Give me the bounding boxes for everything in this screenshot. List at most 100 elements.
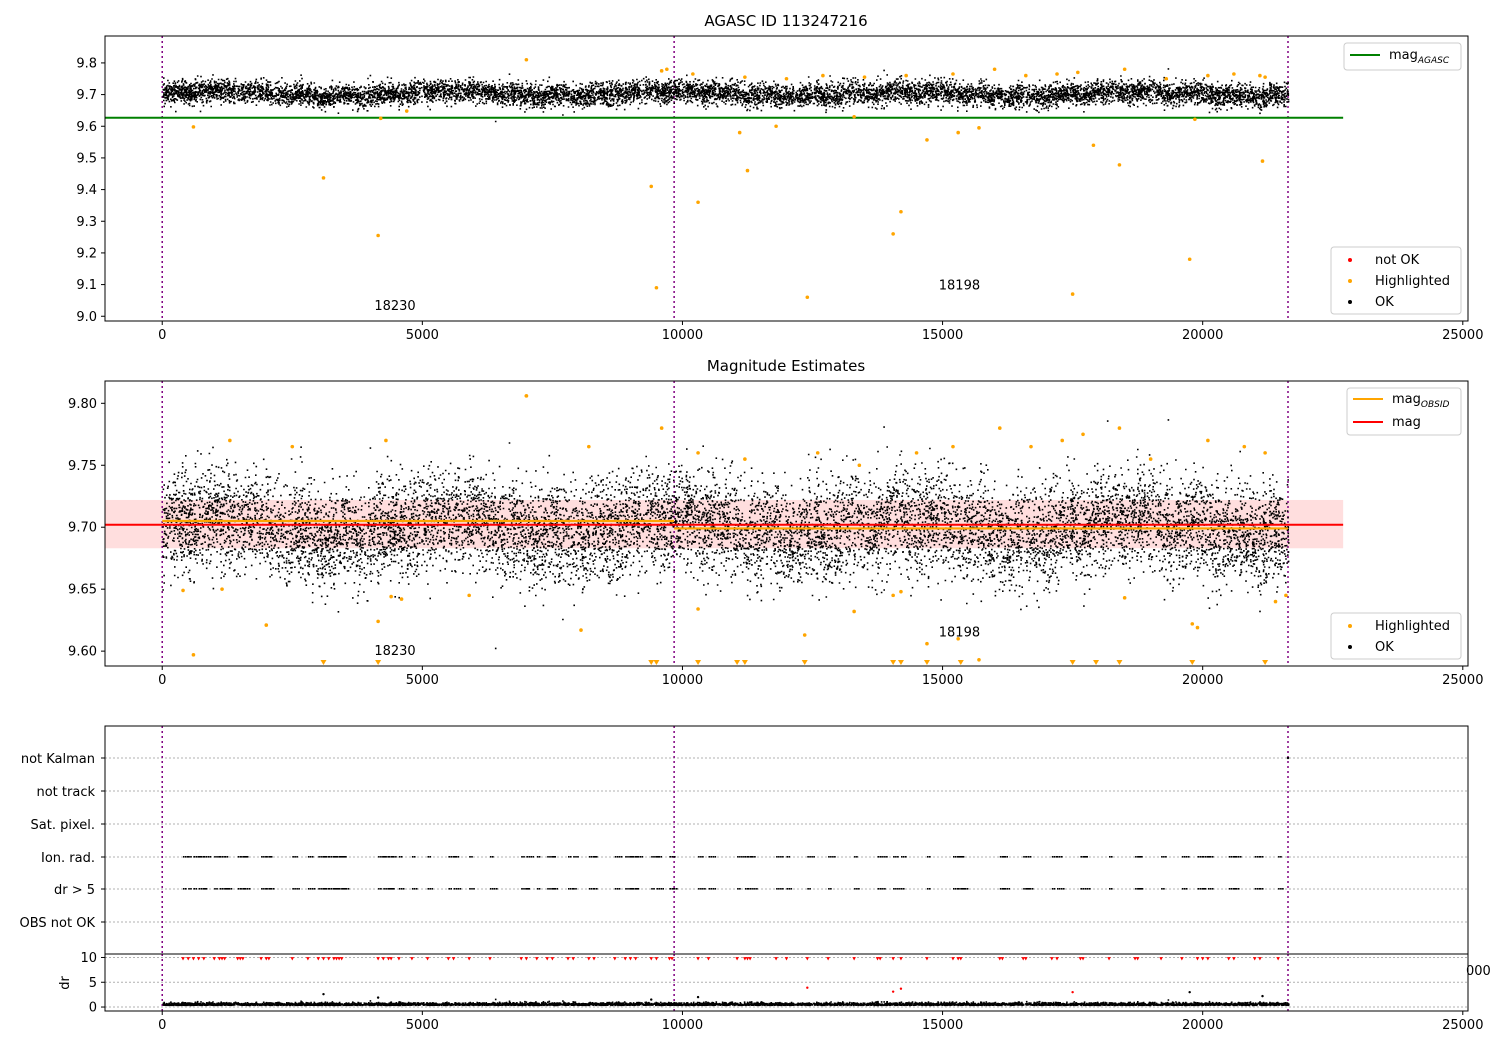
p1-highlighted-point [1260,159,1265,163]
p2-highlighted-point [587,444,591,449]
p2-highlighted-point [857,463,862,468]
p1-highlighted-point [891,232,895,236]
p3-dr-clipped-marker [784,957,789,961]
p3-dr-not-ok-point [1071,990,1074,994]
p3-dr-frame [104,953,1469,1012]
p1-ytick-label: 9.2 [76,246,97,261]
p3-dr-clipped-marker [534,957,539,961]
p2-highlighted-point [389,594,393,599]
p1-xtick-label: 5000 [406,328,439,343]
p2-highlighted-point [1081,432,1085,437]
p3-dr-clipped-marker [566,957,570,961]
p3-dr-clipped-marker [524,957,529,961]
p2-clipped-marker [1189,660,1196,665]
p3-dr-clipped-marker [196,957,201,961]
p3-category-label: not Kalman [21,752,95,767]
panel2-plot-area: 18230 18198 0 5000 10000 15000 20000 25000 9.60 9… [68,380,1483,688]
p1-highlighted-point [1232,72,1236,76]
p2-clipped-marker [1069,660,1076,665]
p3-dr-clipped-marker [1195,957,1200,961]
p3-dr-clipped-marker [321,957,326,961]
p3-dr-clipped-marker [633,957,638,961]
p2-clipped-marker [1116,660,1123,665]
p3-dr-clipped-marker [235,957,240,961]
p3-dr-clipped-marker [654,957,659,961]
p3-dr-clipped-marker [1021,957,1026,961]
legend-label-mag-obsid: magOBSID [1392,392,1450,410]
p1-highlighted-point [1263,75,1267,79]
p3-category-label: Ion. rad. [41,851,95,866]
stray-tick-label: 000 [1466,964,1491,979]
p3-dr-clipped-marker [951,957,955,961]
p3-dr-clipped-marker [316,957,321,961]
p3-dr-clipped-marker [488,957,492,961]
p1-highlighted-point [821,73,825,78]
p3-dr-clipped-marker [181,957,185,961]
p1-highlighted-point [659,69,664,73]
legend-label-not-ok: not OK [1375,253,1420,268]
p3-dr-clipped-marker [386,957,391,961]
p3-dr-clipped-marker [1252,957,1257,961]
p2-highlighted-point [220,587,224,591]
p3-dr-clipped-marker [1200,957,1205,961]
p2-highlighted-point [191,653,196,657]
p3-dr-clipped-marker [706,957,711,961]
p1-highlighted-point [404,109,409,113]
p3-dr-clipped-marker [571,957,576,961]
p2-clipped-marker [1262,660,1269,665]
panel1-point-legend: not OK Highlighted OK [1330,246,1462,315]
p2-ytick-label: 9.65 [68,583,97,598]
p1-highlighted-point [992,67,997,72]
p3-dr-ok-point [696,995,700,999]
p2-xtick-label: 20000 [1182,673,1223,688]
p3-dr-clipped-marker [1180,957,1184,961]
p3-dr-clipped-marker [202,957,206,961]
p1-highlighted-point [696,200,700,205]
p3-dr-clipped-marker [958,957,963,961]
p3-dr-clipped-marker [410,957,414,961]
p3-dr-clipped-marker [826,957,830,961]
p2-highlighted-point [696,451,700,455]
p3-dr-clipped-marker [339,957,344,961]
p3-dr-clipped-marker [1226,957,1231,961]
p3-dr-clipped-marker [1232,957,1236,961]
p1-highlighted-point [1076,70,1080,75]
p3-dr-clipped-marker [545,957,549,961]
p1-xtick-label: 15000 [922,328,963,343]
p3-dr-not-ok-point [891,990,895,993]
p3-dr-clipped-marker [852,957,856,961]
p1-highlighted-point [737,130,742,135]
p3-xtick-label: 25000 [1442,1018,1483,1033]
p1-highlighted-point [649,184,654,189]
p2-highlighted-point [467,593,471,598]
p1-xtick-label: 20000 [1182,328,1223,343]
p1-ytick-label: 9.1 [76,278,97,293]
p2-highlighted-point [696,607,700,611]
flags-panel: not Kalman not track Sat. pixel. Ion. rad. d… [20,725,1491,1033]
p3-dr-ytick-label: 0 [89,1001,97,1016]
p1-ytick-label: 9.8 [76,56,97,71]
p3-dr-ok-point [322,992,325,996]
p3-category-label: Sat. pixel. [31,818,95,833]
p3-dr-clipped-marker [1050,957,1054,961]
p1-ytick-label: 9.6 [76,120,97,135]
p1-ytick-label: 9.0 [76,310,97,325]
p3-dr-clipped-marker [592,957,596,961]
p2-highlighted-point [743,457,747,461]
p1-highlighted-point [1193,117,1197,122]
p3-dr-clipped-marker [735,957,739,961]
p1-highlighted-point [784,76,789,81]
p2-xtick-label: 25000 [1442,673,1483,688]
p3-xtick-label: 0 [158,1018,166,1033]
p3-dr-clipped-marker [186,957,191,961]
p3-dr-clipped-marker [446,957,451,961]
p1-highlighted-point [745,168,750,173]
p2-highlighted-point [1273,599,1278,604]
p2-obsid-label: 18230 [374,644,415,659]
p3-dr-clipped-marker [306,957,310,961]
p2-highlighted-point [1206,438,1210,443]
legend-label-highlighted-2: Highlighted [1375,619,1450,634]
p3-xtick-label: 15000 [922,1018,963,1033]
p1-highlighted-point [1206,73,1210,78]
